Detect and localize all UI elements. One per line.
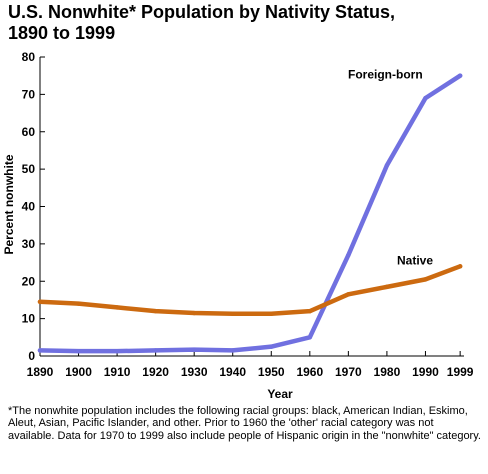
series-point-foreign-born xyxy=(269,344,274,349)
series-label-foreign-born: Foreign-born xyxy=(348,68,423,82)
y-tick-label: 80 xyxy=(22,50,36,64)
series-point-native xyxy=(37,299,43,305)
x-tick-label: 1940 xyxy=(219,365,246,379)
x-tick-label: 1999 xyxy=(447,365,474,379)
series-point-foreign-born xyxy=(114,348,120,354)
x-axis-title: Year xyxy=(267,387,293,401)
x-tick-label: 1960 xyxy=(296,365,323,379)
series-label-native: Native xyxy=(397,253,433,267)
x-tick-label: 1950 xyxy=(258,365,285,379)
chart-title-line-1: U.S. Nonwhite* Population by Nativity St… xyxy=(8,2,396,22)
y-axis-title: Percent nonwhite xyxy=(2,154,16,254)
series-point-foreign-born xyxy=(37,348,43,353)
series-point-native xyxy=(346,292,351,297)
x-tick-label: 1990 xyxy=(412,365,439,379)
y-tick-label: 50 xyxy=(22,162,36,176)
series-point-native xyxy=(269,311,274,316)
footnote: *The nonwhite population includes the fo… xyxy=(8,405,481,442)
series-point-foreign-born xyxy=(307,335,313,340)
chart-title-line-2: 1890 to 1999 xyxy=(8,23,116,43)
y-tick-label: 10 xyxy=(22,312,36,326)
series-line-foreign-born xyxy=(37,73,463,354)
series-line-native xyxy=(37,264,463,317)
series-point-native xyxy=(423,277,428,282)
line-chart: 0 10 20 30 40 50 60 70 80 1890 1900 1910 1920 1930 194… xyxy=(2,50,474,401)
series-point-native xyxy=(307,308,313,314)
y-tick-label: 30 xyxy=(22,237,36,251)
series-point-native xyxy=(114,305,120,310)
series-point-foreign-born xyxy=(384,163,390,168)
y-tick-label: 0 xyxy=(28,349,35,363)
y-tick-label: 40 xyxy=(22,200,36,214)
y-tick-label: 20 xyxy=(22,274,36,288)
series-point-native xyxy=(191,310,197,316)
series-point-foreign-born xyxy=(76,348,81,354)
x-tick-label: 1980 xyxy=(374,365,401,379)
series-point-native xyxy=(153,308,158,314)
series-point-native xyxy=(384,284,390,290)
series-point-foreign-born xyxy=(191,347,197,352)
chart-title: U.S. Nonwhite* Population by Nativity St… xyxy=(8,2,395,44)
x-tick-label: 1930 xyxy=(181,365,208,379)
series-point-foreign-born xyxy=(230,348,235,353)
y-tick-label: 60 xyxy=(22,125,36,139)
series-point-native xyxy=(230,311,235,316)
x-tick-label: 1970 xyxy=(335,365,362,379)
x-tick-label: 1910 xyxy=(104,365,131,379)
series-point-foreign-born xyxy=(423,95,428,101)
series-point-foreign-born xyxy=(457,73,463,78)
series-point-native xyxy=(76,301,81,306)
x-tick-label: 1890 xyxy=(27,365,54,379)
x-tick-label: 1920 xyxy=(142,365,169,379)
x-tick-label: 1900 xyxy=(65,365,92,379)
series-point-foreign-born xyxy=(153,348,158,353)
series-point-native xyxy=(457,264,463,269)
y-tick-label: 70 xyxy=(22,87,36,101)
series-point-foreign-born xyxy=(346,252,351,258)
